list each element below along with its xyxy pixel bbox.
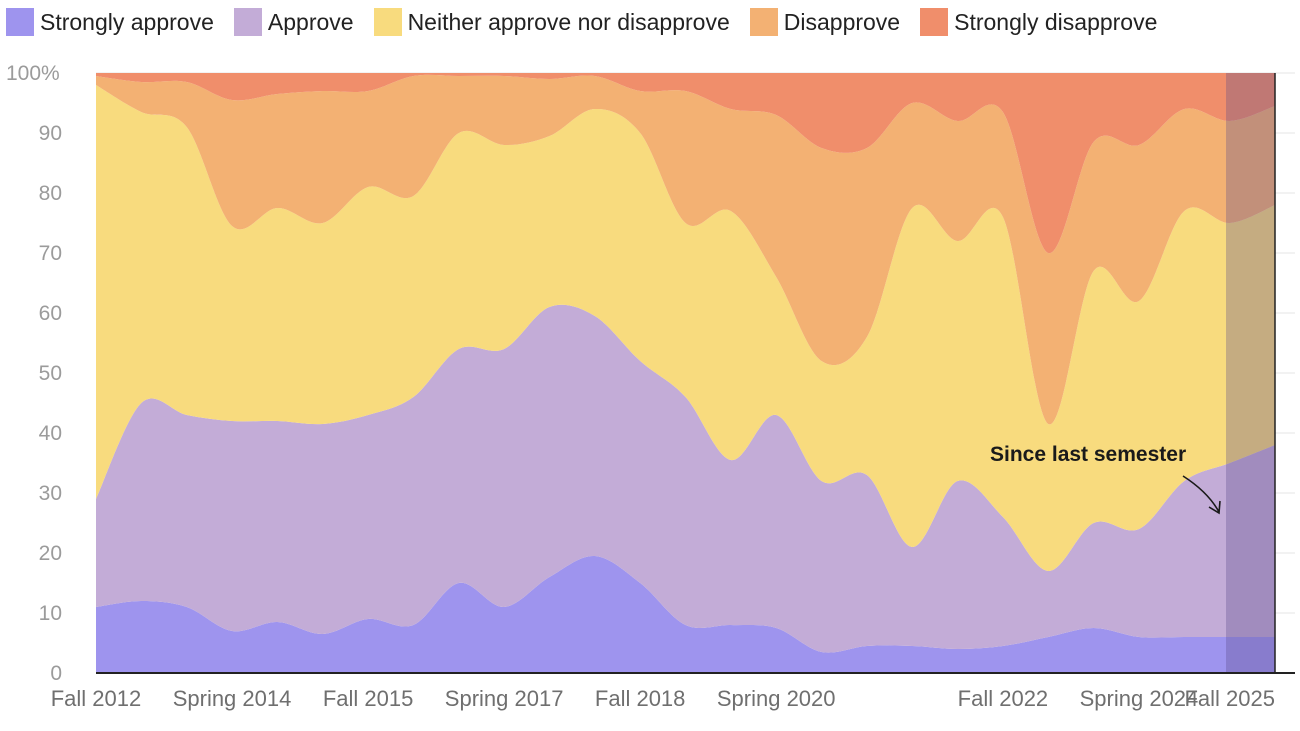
legend-label: Neither approve nor disapprove [407, 8, 730, 35]
legend-label: Strongly approve [40, 8, 214, 35]
highlight-band [1226, 73, 1275, 673]
legend-item: Strongly disapprove [920, 8, 1157, 36]
area-strongly-approve [96, 555, 1275, 673]
last-period-highlight [1226, 73, 1276, 673]
legend-item: Neither approve nor disapprove [373, 8, 730, 36]
legend-swatch [233, 8, 262, 36]
legend: Strongly approve Approve Neither approve n… [6, 6, 1157, 38]
y-tick-label: 20 [39, 542, 62, 565]
area-disapprove [96, 74, 1275, 425]
legend-swatch [749, 8, 778, 36]
y-tick-label: 100% [6, 62, 60, 85]
x-tick-label: Fall 2012 [51, 686, 142, 711]
legend-swatch [373, 8, 402, 36]
x-tick-label: Spring 2014 [173, 686, 292, 711]
series-areas [96, 73, 1275, 673]
y-tick-label: 30 [39, 482, 62, 505]
x-tick-label: Fall 2015 [323, 686, 414, 711]
x-tick-label: Fall 2018 [595, 686, 686, 711]
x-tick-label: Spring 2024 [1080, 686, 1199, 711]
legend-swatch [6, 8, 34, 36]
y-tick-label: 80 [39, 182, 62, 205]
x-tick-label: Spring 2017 [445, 686, 564, 711]
annotation-arrowhead [1208, 500, 1221, 515]
x-tick-label: Fall 2022 [958, 686, 1049, 711]
y-tick-label: 70 [39, 242, 62, 265]
legend-label: Approve [267, 8, 354, 35]
area-approve [96, 304, 1275, 653]
area-strongly-disapprove [96, 73, 1275, 254]
area-neither [96, 85, 1275, 572]
y-tick-label: 0 [50, 662, 62, 685]
x-tick-label: Spring 2020 [717, 686, 836, 711]
legend-item: Strongly approve [6, 8, 214, 36]
y-tick-label: 40 [39, 422, 62, 445]
legend-label: Disapprove [783, 8, 901, 35]
y-tick-label: 60 [39, 302, 62, 325]
annotation-label: Since last semester [990, 443, 1186, 466]
legend-item: Approve [233, 8, 354, 36]
y-tick-label: 50 [39, 362, 62, 385]
annotation-group: Since last semester [990, 443, 1221, 515]
legend-label: Strongly disapprove [954, 8, 1158, 35]
legend-item: Disapprove [749, 8, 901, 36]
legend-swatch [920, 8, 949, 36]
y-tick-label: 10 [39, 602, 62, 625]
x-tick-label: Fall 2025 [1184, 686, 1275, 711]
annotation-arrow [1182, 475, 1220, 513]
axes: Fall 2012 Spring 2014 Fall 2015 Spring 2017… [51, 672, 1295, 711]
y-tick-label: 90 [39, 122, 62, 145]
